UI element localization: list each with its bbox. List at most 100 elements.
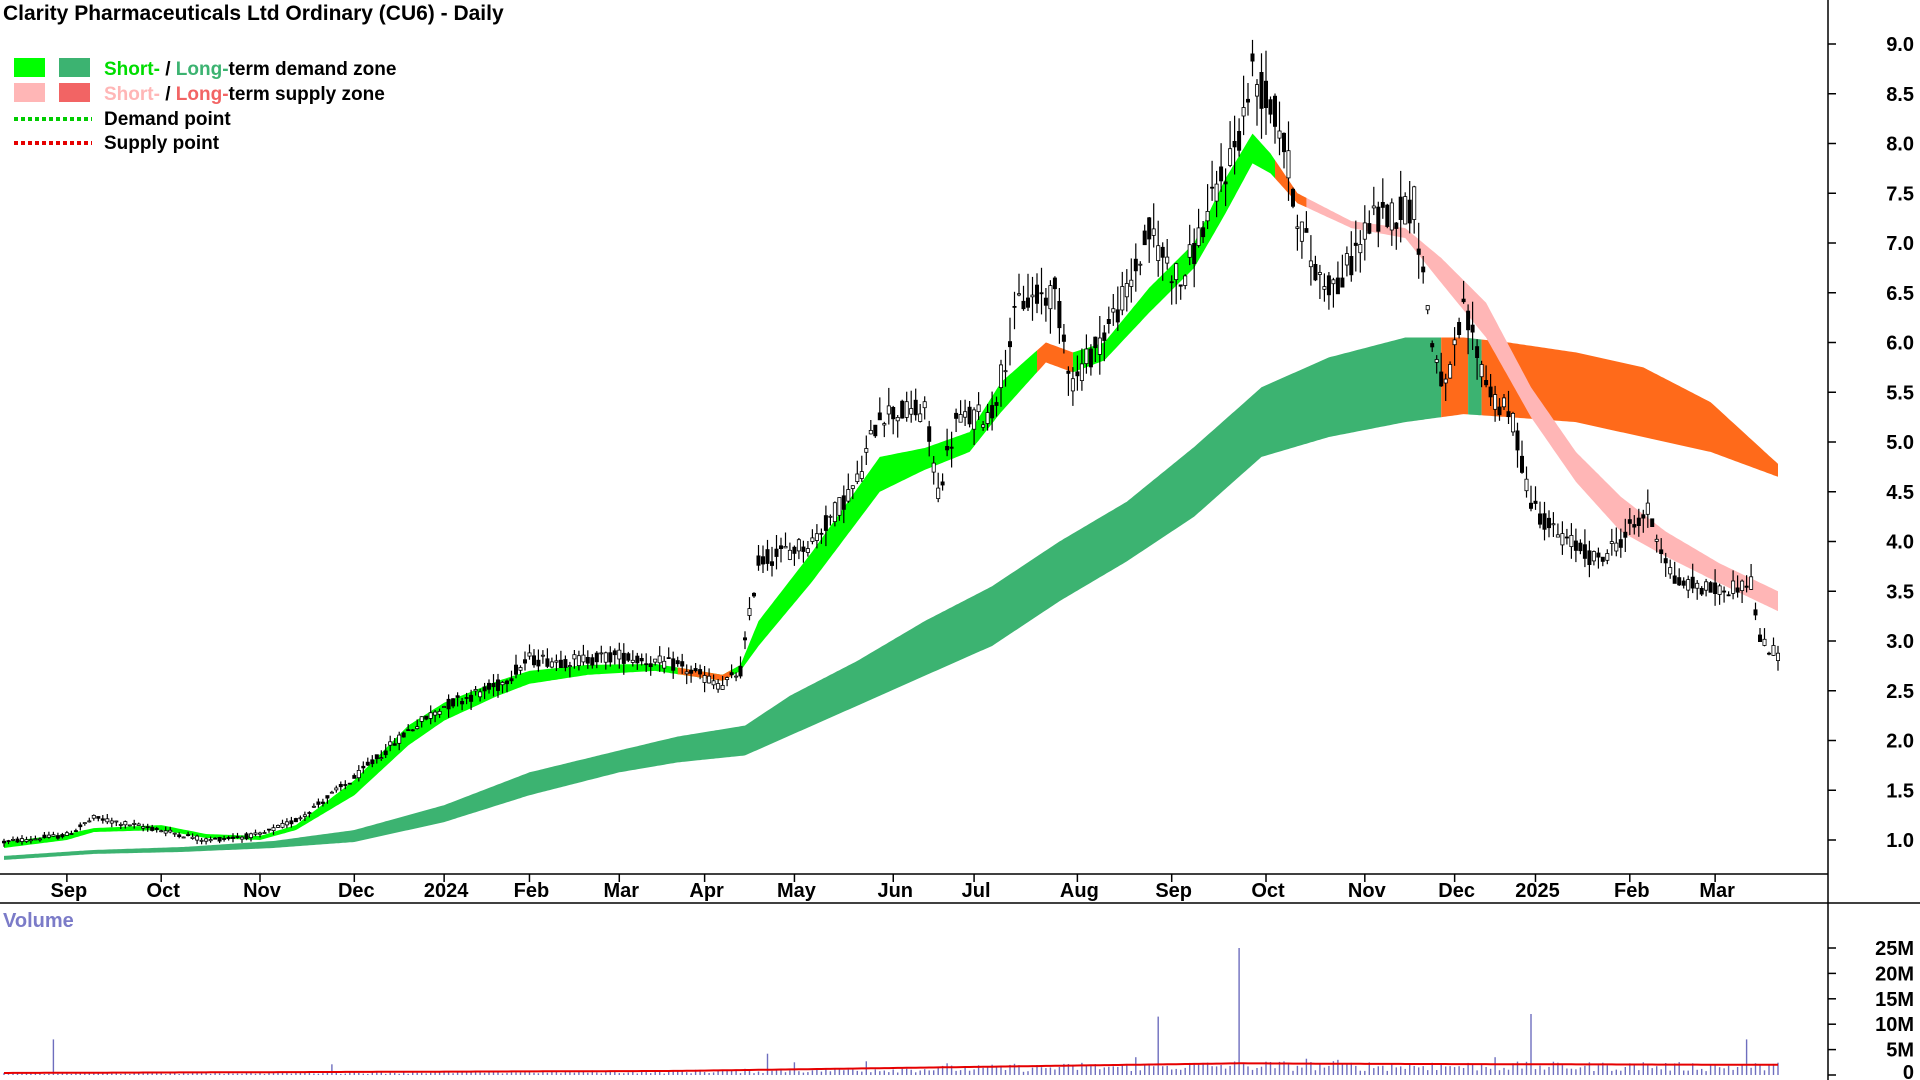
date-tick-label: Sep: [1155, 880, 1192, 902]
candle: [195, 834, 200, 845]
candle-body: [1627, 519, 1632, 524]
candle: [1286, 121, 1291, 201]
candle: [478, 688, 483, 702]
candle: [1690, 563, 1695, 594]
candle: [1223, 168, 1228, 207]
candle-body: [1124, 283, 1129, 298]
candle: [1641, 509, 1646, 533]
candle-body: [181, 836, 186, 839]
price-tick-label: 6.5: [1886, 283, 1914, 305]
candle-body: [253, 832, 258, 835]
candle-body: [257, 832, 262, 835]
candle: [1331, 277, 1336, 308]
candle-body: [123, 821, 128, 826]
candle: [877, 397, 882, 421]
candle: [1349, 231, 1354, 282]
legend-demand-point: Demand point: [104, 109, 231, 130]
candle: [981, 421, 986, 431]
candle: [716, 679, 721, 693]
candle: [621, 643, 626, 675]
candle: [365, 757, 370, 766]
candle-body: [1421, 266, 1426, 273]
candle: [1304, 211, 1309, 233]
candle: [1066, 366, 1071, 396]
price-tick-label: 5.5: [1886, 382, 1914, 404]
candle: [1650, 518, 1655, 527]
candle-body: [334, 787, 339, 791]
candle: [891, 405, 896, 435]
candle: [33, 835, 38, 841]
candle: [895, 415, 900, 438]
candle-body: [1353, 242, 1358, 246]
candle: [280, 819, 285, 829]
candle: [109, 817, 114, 828]
candle-body: [1021, 300, 1026, 310]
candle-body: [927, 426, 932, 442]
candle: [159, 829, 164, 833]
candle: [257, 831, 262, 838]
candle: [850, 485, 855, 500]
candle: [1371, 186, 1376, 216]
candle: [1003, 349, 1008, 387]
candle: [832, 501, 837, 527]
candle: [1043, 288, 1048, 322]
candle: [145, 823, 150, 832]
candle-body: [1304, 228, 1309, 233]
candle-body: [832, 502, 837, 523]
candle-body: [150, 827, 155, 831]
candle: [419, 716, 424, 728]
candle-body: [805, 548, 810, 553]
price-tick-label: 7.5: [1886, 183, 1914, 205]
candle-body: [1663, 558, 1668, 564]
candle: [486, 679, 491, 694]
candle: [1344, 246, 1349, 277]
candle-body: [1416, 248, 1421, 255]
candle: [985, 403, 990, 431]
candle-body: [1614, 542, 1619, 552]
candle-body: [1439, 371, 1444, 387]
candle: [1246, 83, 1251, 116]
candle: [590, 654, 595, 669]
candle-body: [10, 839, 15, 841]
candle-body: [976, 404, 981, 412]
candle: [572, 650, 577, 669]
candle-body: [1299, 221, 1304, 242]
candle-body: [325, 795, 330, 799]
candle-body: [1317, 272, 1322, 275]
candle-body: [1457, 321, 1462, 335]
volume-tick-label: 5M: [1886, 1040, 1914, 1062]
candle-body: [1138, 263, 1143, 266]
candle: [680, 653, 685, 674]
candle-body: [1520, 455, 1525, 473]
candle: [1156, 220, 1161, 277]
candle-body: [1740, 580, 1745, 591]
candle-body: [1335, 277, 1340, 295]
candle-body: [518, 667, 523, 671]
candle-body: [28, 839, 33, 842]
candle-body: [132, 823, 137, 825]
candle-body: [1475, 346, 1480, 359]
candle: [1668, 559, 1673, 579]
long-term-demand-zone: [4, 337, 1442, 860]
candle: [608, 646, 613, 667]
candle: [1677, 568, 1682, 586]
volume-tick-label: 0: [1903, 1062, 1914, 1080]
candle-body: [145, 826, 150, 829]
candle-body: [455, 695, 460, 698]
candle-body: [311, 805, 316, 808]
candle: [675, 656, 680, 667]
candle: [78, 822, 83, 831]
candle-body: [1555, 534, 1560, 538]
candle-body: [1066, 370, 1071, 374]
candle-body: [1237, 130, 1242, 151]
candle: [1448, 361, 1453, 379]
candle: [532, 649, 537, 668]
candle-body: [19, 838, 24, 842]
candle-body: [779, 545, 784, 549]
legend-long-demand-swatch: [59, 58, 90, 77]
candle-body: [87, 820, 92, 823]
candle-body: [1515, 430, 1520, 451]
candle-body: [1659, 549, 1664, 554]
candle: [752, 592, 757, 598]
candle: [976, 392, 981, 420]
